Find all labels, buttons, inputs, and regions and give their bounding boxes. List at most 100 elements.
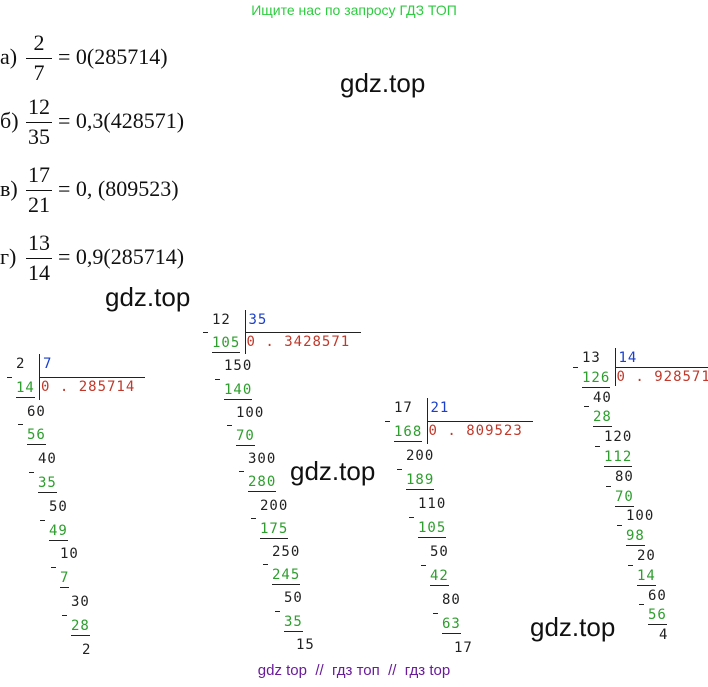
minus-sign xyxy=(239,471,244,473)
remainder: 60 xyxy=(648,587,667,604)
subtrahend: 42 xyxy=(430,568,449,586)
division-hline xyxy=(39,376,145,378)
remainder: 17 xyxy=(454,640,473,656)
division-hline xyxy=(614,366,708,368)
eq-label: а) xyxy=(0,44,18,69)
remainder: 2 xyxy=(82,641,92,658)
eq-result: = 0,9(285714) xyxy=(58,244,185,269)
subtrahend: 28 xyxy=(593,409,612,428)
subtrahend: 168 xyxy=(394,424,423,442)
dividend: 13 xyxy=(582,350,601,366)
minus-sign xyxy=(263,564,268,566)
minus-sign xyxy=(409,517,414,518)
remainder: 40 xyxy=(38,451,57,468)
eq-label: в) xyxy=(0,176,18,201)
subtrahend: 56 xyxy=(27,427,46,446)
remainder: 300 xyxy=(248,451,277,468)
divisor: 7 xyxy=(43,356,53,372)
minus-sign xyxy=(595,446,600,447)
subtrahend: 280 xyxy=(248,474,277,493)
remainder: 200 xyxy=(260,497,289,514)
footer: gdz top // гдз топ // гдз top xyxy=(257,662,451,679)
watermark: gdz.top xyxy=(340,68,426,98)
divisor: 35 xyxy=(248,312,268,328)
subtrahend: 189 xyxy=(406,472,435,490)
remainder: 100 xyxy=(626,508,655,525)
dividend: 2 xyxy=(16,356,26,372)
minus-sign xyxy=(421,565,426,566)
subtrahend: 245 xyxy=(272,567,301,586)
subtrahend: 140 xyxy=(224,381,253,400)
subtrahend: 28 xyxy=(71,617,90,636)
minus-sign xyxy=(51,567,56,569)
minus-sign xyxy=(584,406,589,408)
dividend: 17 xyxy=(394,400,413,416)
dividend: 12 xyxy=(212,312,231,328)
minus-sign xyxy=(573,366,578,368)
minus-sign xyxy=(18,424,23,426)
subtrahend: 70 xyxy=(615,488,634,507)
remainder: 10 xyxy=(60,546,79,563)
subtrahend: 126 xyxy=(582,369,611,388)
remainder: 50 xyxy=(284,590,303,607)
fraction-bar xyxy=(26,122,52,123)
remainder: 80 xyxy=(615,468,634,485)
quotient: 0 . 809523 xyxy=(428,423,523,439)
eq-label: г) xyxy=(0,244,17,269)
minus-sign xyxy=(29,472,34,473)
subtrahend: 7 xyxy=(60,570,70,589)
subtrahend: 70 xyxy=(236,428,255,446)
numerator: 2 xyxy=(33,30,45,55)
quotient: 0 . 285714 xyxy=(41,378,136,395)
denominator: 21 xyxy=(28,192,50,217)
remainder: 110 xyxy=(418,496,447,512)
minus-sign xyxy=(203,332,208,334)
subtrahend: 49 xyxy=(49,522,68,541)
watermark: gdz.top xyxy=(530,612,616,642)
minus-sign xyxy=(251,517,256,519)
remainder: 20 xyxy=(637,548,656,564)
subtrahend: 35 xyxy=(38,475,57,493)
denominator: 35 xyxy=(28,124,50,149)
minus-sign xyxy=(617,525,622,527)
subtrahend: 98 xyxy=(626,528,645,547)
denominator: 7 xyxy=(33,60,45,85)
subtrahend: 14 xyxy=(637,567,656,586)
minus-sign xyxy=(433,613,438,614)
divisor: 21 xyxy=(430,400,450,416)
eq-label: б) xyxy=(0,108,19,133)
numerator: 12 xyxy=(28,94,50,119)
fraction-bar xyxy=(26,258,52,259)
minus-sign xyxy=(385,421,390,422)
remainder: 250 xyxy=(272,544,301,560)
fraction-bar xyxy=(26,190,52,191)
watermark: gdz.top xyxy=(290,456,376,486)
minus-sign xyxy=(7,376,12,378)
eq-result: = 0, (809523) xyxy=(58,176,179,201)
subtrahend: 14 xyxy=(16,379,35,398)
watermark: gdz.top xyxy=(105,282,191,312)
remainder: 4 xyxy=(659,627,669,644)
remainder: 150 xyxy=(224,358,253,375)
remainder: 50 xyxy=(49,498,68,515)
remainder: 40 xyxy=(593,389,612,406)
subtrahend: 63 xyxy=(442,616,461,634)
minus-sign xyxy=(628,564,633,566)
divisor: 14 xyxy=(618,350,638,366)
subtrahend: 105 xyxy=(212,335,241,354)
eq-result: = 0(285714) xyxy=(58,44,168,69)
subtrahend: 56 xyxy=(648,607,667,626)
subtrahend: 112 xyxy=(604,449,633,467)
minus-sign xyxy=(40,519,45,521)
header: Ищите нас по запросу ГДЗ ТОП xyxy=(251,2,457,18)
minus-sign xyxy=(62,614,67,616)
subtrahend: 35 xyxy=(284,613,303,632)
fraction-bar xyxy=(26,58,52,59)
minus-sign xyxy=(215,378,220,380)
division-hline xyxy=(426,421,533,422)
quotient: 0 . 3428571 xyxy=(246,334,351,351)
denominator: 14 xyxy=(28,260,50,285)
remainder: 200 xyxy=(406,448,435,464)
minus-sign xyxy=(639,604,644,606)
